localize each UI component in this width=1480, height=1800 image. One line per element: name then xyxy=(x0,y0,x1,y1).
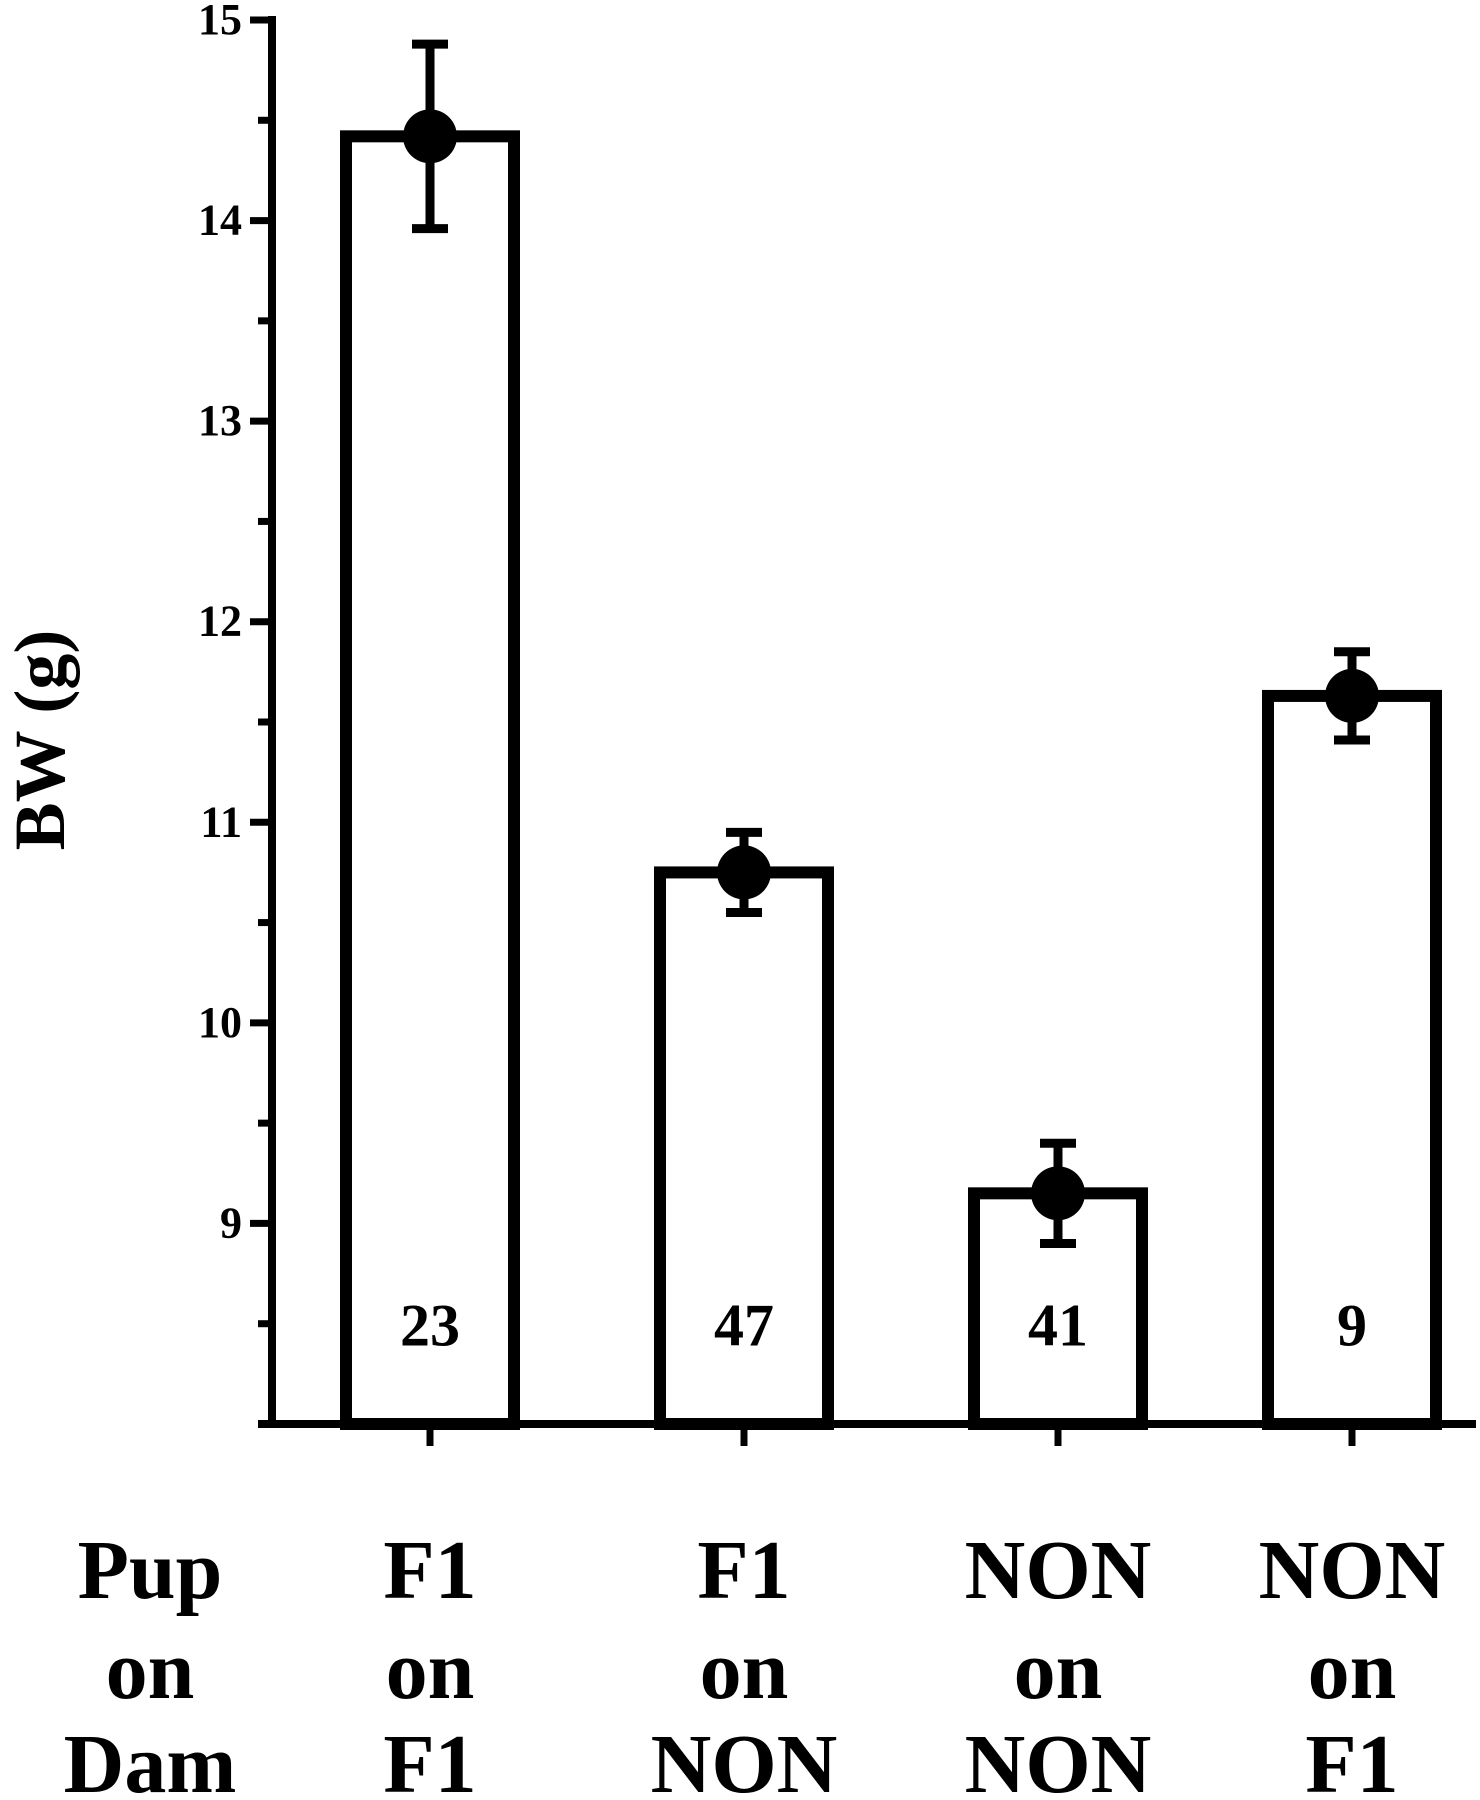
y-tick-label: 15 xyxy=(198,0,242,44)
mean-marker xyxy=(1325,668,1379,723)
y-axis: 9 10 11 12 13 14 15 xyxy=(198,0,276,1428)
y-tick-label: 11 xyxy=(200,797,242,846)
bar xyxy=(1262,689,1442,1430)
category-label: on xyxy=(386,1624,475,1717)
category-label: F1 xyxy=(383,1524,476,1617)
category-label: F1 xyxy=(697,1524,790,1617)
y-tick-label: 10 xyxy=(198,998,242,1047)
category-label: F1 xyxy=(1305,1718,1398,1800)
mean-marker xyxy=(403,109,457,164)
category-label: on xyxy=(700,1624,789,1717)
y-tick-label: 12 xyxy=(198,597,242,646)
row-label: Dam xyxy=(64,1718,237,1800)
mean-marker xyxy=(1031,1166,1085,1221)
category-label: on xyxy=(1308,1624,1397,1717)
category-label: NON xyxy=(965,1718,1152,1800)
category-label: NON xyxy=(651,1718,838,1800)
sample-size-label: 9 xyxy=(1337,1293,1367,1359)
y-tick-label: 9 xyxy=(220,1198,242,1247)
sample-size-label: 23 xyxy=(400,1293,460,1359)
y-axis-label: BW (g) xyxy=(0,630,80,851)
category-label: F1 xyxy=(383,1718,476,1800)
row-label: Pup xyxy=(78,1524,223,1617)
y-tick-label: 14 xyxy=(198,196,242,245)
category-label: on xyxy=(1014,1624,1103,1717)
category-label: NON xyxy=(1259,1524,1446,1617)
bar xyxy=(654,866,834,1430)
category-label: NON xyxy=(965,1524,1152,1617)
bars: 23 47 41 9 xyxy=(340,39,1442,1431)
mean-marker xyxy=(717,845,771,900)
sample-size-label: 41 xyxy=(1028,1293,1088,1359)
bar xyxy=(340,130,520,1430)
sample-size-label: 47 xyxy=(714,1293,774,1359)
row-label: on xyxy=(106,1624,195,1717)
y-tick-label: 13 xyxy=(198,396,242,445)
